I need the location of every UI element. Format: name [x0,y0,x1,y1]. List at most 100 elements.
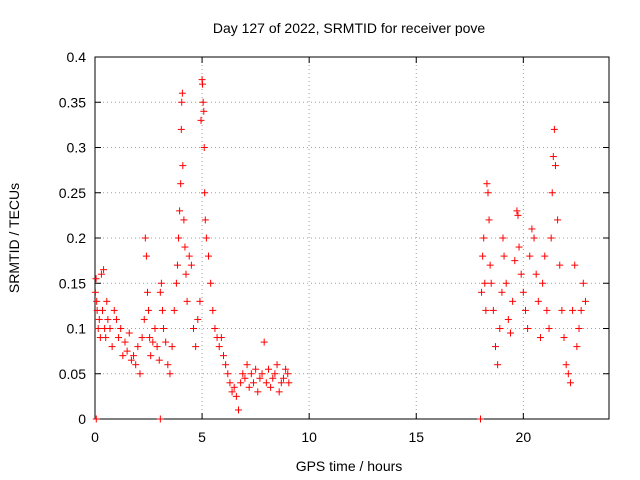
data-point [93,297,101,305]
data-point [254,388,262,396]
data-point [487,279,495,287]
data-point [199,98,207,106]
data-point [177,125,185,133]
data-point [234,406,242,414]
data-point [147,352,155,360]
data-point [284,370,292,378]
data-point [502,279,510,287]
data-point [486,261,494,269]
data-point [178,98,186,106]
data-point [108,343,116,351]
data-point [252,365,260,373]
data-point [491,343,499,351]
data-point [119,352,127,360]
data-point [143,288,151,296]
data-point [498,288,506,296]
data-point [177,180,185,188]
data-point [513,207,521,215]
data-point [566,379,574,387]
data-point [564,370,572,378]
data-point [121,338,129,346]
data-point [530,234,538,242]
data-point [521,306,529,314]
data-point [123,347,131,355]
data-point [517,270,525,278]
data-point [182,270,190,278]
data-point [264,365,272,373]
data-point [94,325,102,332]
data-point [549,153,557,161]
data-point [273,361,281,369]
data-point [550,125,558,133]
data-point [141,234,149,242]
data-point [581,297,589,305]
data-point [247,370,255,378]
data-point [275,388,283,396]
data-points [91,76,589,423]
data-point [185,252,193,260]
data-point [534,297,542,305]
data-point [205,252,213,260]
x-axis-title: GPS time / hours [296,458,403,474]
data-point [209,306,217,314]
data-point [136,370,144,378]
data-point [260,338,268,346]
data-point [130,352,138,360]
data-point [91,288,99,296]
data-point [117,325,125,332]
data-point [151,325,159,332]
data-point [160,325,168,332]
data-point [173,261,181,269]
data-point [106,325,114,332]
data-point [506,329,514,337]
data-point [577,306,585,314]
data-point [249,379,257,387]
data-point [92,275,100,283]
data-point [536,334,544,342]
data-point [489,306,497,314]
data-point [156,415,164,423]
data-point [125,329,133,337]
data-point [524,325,532,332]
data-point [479,252,487,260]
data-point [145,306,153,314]
y-axis-title: SRMTID / TECUs [6,183,22,293]
x-tick-label: 5 [198,429,206,445]
data-point [514,211,522,219]
data-point [196,297,204,305]
data-point [269,374,277,382]
data-point [97,270,105,278]
data-point [558,306,566,314]
data-point [499,234,507,242]
data-point [202,234,210,242]
data-point [496,325,504,332]
data-point [164,361,172,369]
data-point [483,180,491,188]
data-point [222,361,230,369]
data-point [201,189,209,197]
data-point [543,306,551,314]
data-point [256,374,264,382]
data-point [480,234,488,242]
data-point [545,325,553,332]
data-point [237,379,245,387]
data-point [551,162,559,170]
data-point [560,334,568,342]
data-point [115,334,123,342]
y-axis-tick-labels: 0 0.05 0.1 0.15 0.2 0.25 0.3 0.35 0.4 [59,49,86,427]
data-point [477,415,484,423]
data-point [548,189,556,197]
data-point [194,315,202,323]
data-point [200,107,208,115]
data-point [157,279,165,287]
x-axis-tick-labels: 0 5 10 15 20 [91,429,531,445]
data-point [232,392,240,400]
x-tick-label: 10 [301,429,317,445]
data-point [166,370,174,378]
data-point [547,234,555,242]
data-point [539,279,547,287]
x-tick-label: 15 [408,429,424,445]
grid-lines [95,57,609,419]
data-point [199,80,207,88]
data-point [575,325,583,332]
